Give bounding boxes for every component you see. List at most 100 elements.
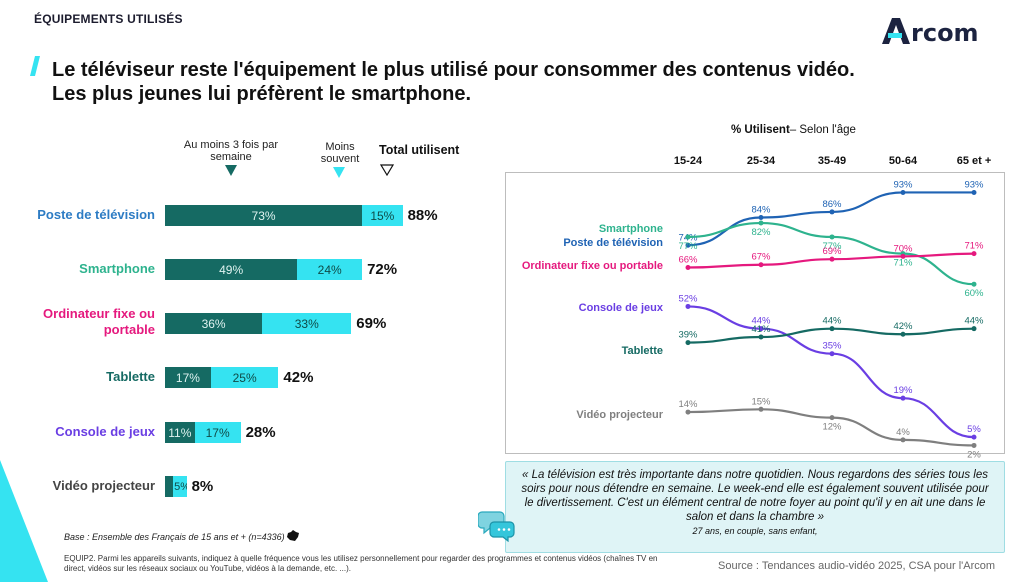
series-name-label: Vidéo projecteur bbox=[576, 409, 663, 421]
series-point bbox=[900, 395, 906, 401]
series-value-label: 19% bbox=[893, 385, 913, 396]
series-value-label: 93% bbox=[964, 179, 984, 190]
age-category-label: 65 et + bbox=[957, 155, 992, 167]
series-value-label: 60% bbox=[964, 288, 984, 299]
age-chart-title: % Utilisent– Selon l'âge bbox=[731, 124, 856, 136]
age-category-label: 25-34 bbox=[747, 155, 776, 167]
bar-frequent: 73% bbox=[165, 205, 363, 226]
bar-less: 24% bbox=[297, 259, 363, 280]
base-note: Base : Ensemble des Français de 15 ans e… bbox=[64, 530, 300, 542]
series-value-label: 4% bbox=[896, 427, 910, 438]
series-value-label: 71% bbox=[964, 241, 984, 252]
series-point bbox=[900, 189, 906, 195]
series-point bbox=[758, 220, 764, 226]
series-value-label: 86% bbox=[822, 199, 842, 210]
series-point bbox=[971, 251, 977, 257]
bar-total-value: 42% bbox=[283, 369, 314, 386]
series-value-label: 93% bbox=[893, 179, 913, 190]
series-value-label: 12% bbox=[822, 422, 842, 433]
series-name-label: Ordinateur fixe ou portable bbox=[522, 260, 663, 272]
series-value-label: 77% bbox=[678, 241, 698, 252]
category-label: Vidéo projecteur bbox=[52, 478, 155, 493]
bar-total-value: 88% bbox=[407, 207, 438, 224]
series-point bbox=[685, 265, 691, 271]
legend-less-marker bbox=[333, 167, 345, 178]
legend-less-label: Moins souvent bbox=[320, 141, 360, 165]
series-name-label: Console de jeux bbox=[579, 302, 664, 314]
series-point bbox=[900, 437, 906, 443]
arcom-logo: rcom bbox=[882, 18, 979, 47]
series-value-label: 44% bbox=[964, 316, 984, 327]
svg-text:rcom: rcom bbox=[911, 19, 979, 47]
series-value-label: 69% bbox=[822, 246, 842, 257]
age-category-label: 50-64 bbox=[889, 155, 918, 167]
age-category-label: 15-24 bbox=[674, 155, 703, 167]
series-point bbox=[758, 334, 764, 340]
series-value-label: 67% bbox=[751, 252, 771, 263]
category-label: Tablette bbox=[106, 369, 155, 384]
series-point bbox=[829, 209, 835, 215]
series-point bbox=[829, 415, 835, 421]
series-point bbox=[685, 242, 691, 248]
series-value-label: 82% bbox=[751, 227, 771, 238]
series-value-label: 71% bbox=[893, 258, 913, 269]
category-label: Smartphone bbox=[79, 261, 155, 276]
series-point bbox=[829, 256, 835, 262]
source-note: Source : Tendances audio-vidéo 2025, CSA… bbox=[718, 560, 996, 572]
decorative-corner-shape bbox=[0, 460, 48, 582]
legend-frequent-label: Au moins 3 fois par semaine bbox=[183, 139, 279, 163]
series-value-label: 15% bbox=[751, 396, 771, 407]
series-point bbox=[685, 409, 691, 415]
series-value-label: 2% bbox=[967, 449, 981, 460]
series-point bbox=[971, 434, 977, 440]
age-chart-title-bold: % Utilisent bbox=[731, 124, 790, 136]
series-point bbox=[900, 331, 906, 337]
series-value-label: 77% bbox=[822, 241, 842, 252]
series-value-label: 66% bbox=[678, 255, 698, 266]
section-tag: ÉQUIPEMENTS UTILISÉS bbox=[34, 12, 183, 26]
bar-frequent: 49% bbox=[165, 259, 298, 280]
series-point bbox=[758, 326, 764, 332]
series-point bbox=[829, 326, 835, 332]
bar-total-value: 8% bbox=[191, 478, 214, 495]
legend-total-marker bbox=[380, 164, 394, 176]
series-value-label: 52% bbox=[678, 293, 698, 304]
question-footnote: EQUIP2. Parmi les appareils suivants, in… bbox=[64, 554, 658, 573]
legend-frequent-marker bbox=[225, 165, 237, 176]
bar-total-value: 28% bbox=[245, 424, 276, 441]
testimonial-author: 27 ans, en couple, sans enfant, bbox=[692, 526, 818, 536]
series-point bbox=[685, 303, 691, 309]
series-value-label: 84% bbox=[751, 204, 771, 215]
series-value-label: 39% bbox=[678, 330, 698, 341]
series-value-label: 5% bbox=[967, 424, 981, 435]
bar-less: 5% bbox=[173, 476, 187, 497]
series-name-label: Smartphone bbox=[599, 223, 663, 235]
series-point bbox=[971, 189, 977, 195]
france-map-icon bbox=[287, 530, 300, 541]
bar-less: 33% bbox=[262, 313, 352, 334]
title-accent-mark bbox=[30, 56, 40, 76]
series-point bbox=[685, 234, 691, 240]
testimonial-text: « La télévision est très importante dans… bbox=[521, 469, 989, 523]
bar-frequent: 11% bbox=[165, 422, 195, 443]
series-point bbox=[758, 214, 764, 220]
base-text: Base : Ensemble des Français de 15 ans e… bbox=[64, 532, 285, 542]
series-point bbox=[971, 442, 977, 448]
category-label: Console de jeux bbox=[55, 424, 155, 439]
category-label: Poste de télévision bbox=[37, 207, 155, 222]
bar-total-value: 69% bbox=[356, 315, 387, 332]
bar-frequent: 17% bbox=[165, 367, 211, 388]
bar-frequent: 36% bbox=[165, 313, 263, 334]
legend-total-label: Total utilisent bbox=[379, 143, 460, 157]
series-value-label: 42% bbox=[893, 321, 913, 332]
series-name-label: Poste de télévision bbox=[563, 237, 663, 249]
page-title: Le téléviseur reste l'équipement le plus… bbox=[52, 58, 855, 106]
series-point bbox=[829, 234, 835, 240]
series-point bbox=[829, 351, 835, 357]
bar-less: 15% bbox=[362, 205, 403, 226]
series-value-label: 35% bbox=[822, 341, 842, 352]
testimonial-box: « La télévision est très importante dans… bbox=[505, 461, 1005, 553]
series-name-label: Tablette bbox=[622, 345, 663, 357]
title-line-1: Le téléviseur reste l'équipement le plus… bbox=[52, 59, 855, 81]
